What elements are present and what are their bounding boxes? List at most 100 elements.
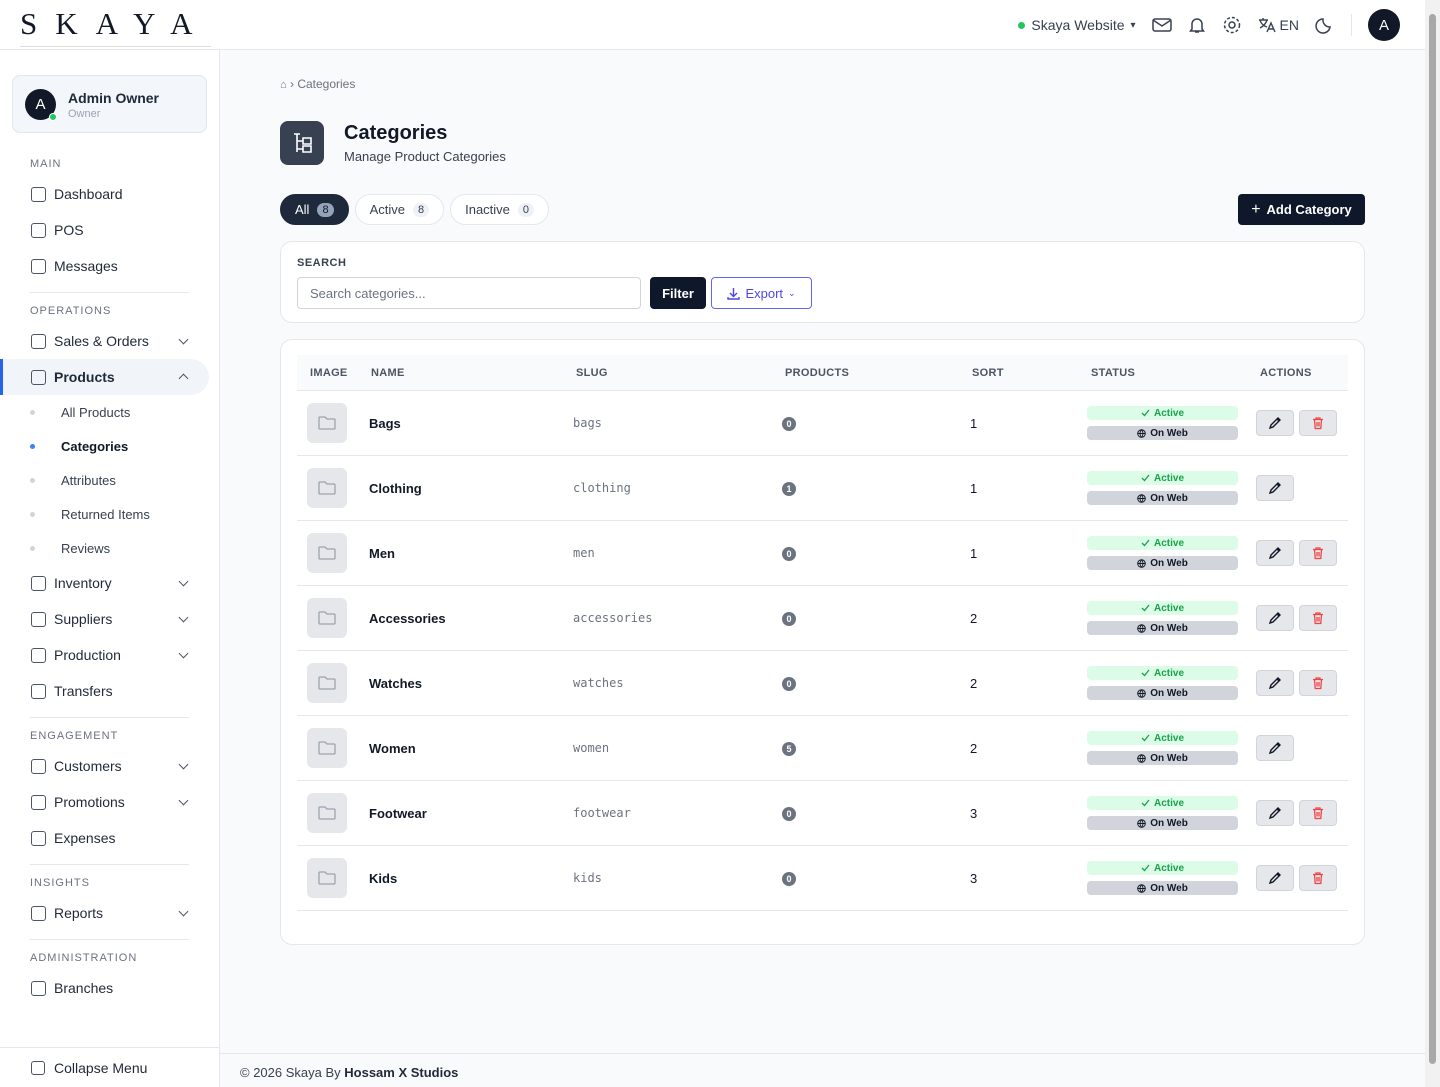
category-slug: women — [573, 741, 610, 755]
nav-subitem[interactable]: Reviews — [0, 531, 219, 565]
tab-label[interactable]: Active — [369, 202, 405, 217]
tab[interactable]: All 8 — [280, 194, 349, 225]
nav-label[interactable]: Inventory — [54, 575, 112, 591]
nav-item[interactable]: Branches — [0, 970, 219, 1006]
theme-toggle[interactable] — [1315, 15, 1335, 35]
nav-item[interactable]: Production — [0, 637, 219, 673]
divider — [30, 292, 189, 293]
nav-subitem[interactable]: Returned Items — [0, 497, 219, 531]
nav-item[interactable]: Expenses — [0, 820, 219, 856]
nav-item[interactable]: Transfers — [0, 673, 219, 709]
nav-label[interactable]: Dashboard — [54, 186, 123, 202]
nav-icon — [31, 647, 46, 663]
nav-item[interactable]: Messages — [0, 248, 219, 284]
collapse-menu[interactable]: Collapse Menu — [0, 1047, 219, 1087]
nav-label[interactable]: Production — [54, 647, 121, 663]
edit-button[interactable] — [1256, 410, 1294, 436]
tab-label[interactable]: Inactive — [465, 202, 510, 217]
settings-icon[interactable] — [1222, 15, 1242, 35]
nav-label[interactable]: Sales & Orders — [54, 333, 149, 349]
export-label[interactable]: Export — [745, 285, 784, 301]
tab[interactable]: Active 8 — [354, 194, 445, 225]
nav-subitem[interactable]: All Products — [0, 395, 219, 429]
store-name[interactable]: Skaya Website — [1031, 17, 1125, 33]
nav-item[interactable]: Dashboard — [0, 176, 219, 212]
edit-button[interactable] — [1256, 605, 1294, 631]
nav-item[interactable]: Reports — [0, 895, 219, 931]
sort-order: 3 — [970, 805, 978, 821]
tab-label[interactable]: All — [295, 202, 310, 217]
tab[interactable]: Inactive 0 — [450, 194, 550, 225]
filter-button[interactable]: Filter — [650, 277, 706, 309]
nav-item[interactable]: Products — [0, 359, 209, 395]
column-header: SORT — [972, 366, 1004, 379]
delete-button[interactable] — [1299, 540, 1337, 566]
web-label: On Web — [1150, 882, 1188, 894]
products-cell: 5 — [772, 740, 959, 756]
category-slug: watches — [573, 676, 624, 690]
nav-label[interactable]: Customers — [54, 758, 122, 774]
nav-label[interactable]: Transfers — [54, 683, 113, 699]
search-input[interactable]: Search categories... — [297, 277, 641, 309]
section-title: INSIGHTS — [30, 877, 90, 889]
thumbnail — [307, 403, 347, 443]
user-avatar[interactable]: A — [1368, 9, 1400, 41]
divider — [30, 939, 189, 940]
sort-order: 3 — [970, 870, 978, 886]
edit-button[interactable] — [1256, 540, 1294, 566]
image-cell — [297, 403, 358, 443]
edit-button[interactable] — [1256, 865, 1294, 891]
nav-item[interactable]: POS — [0, 212, 219, 248]
nav-item[interactable]: Suppliers — [0, 601, 219, 637]
nav-label[interactable]: Suppliers — [54, 611, 113, 627]
tab-count[interactable]: 8 — [412, 202, 430, 217]
language-code[interactable]: EN — [1279, 17, 1299, 33]
table-row: Footwear footwear 0 3 Active On Web — [297, 781, 1348, 846]
nav-item[interactable]: Promotions — [0, 784, 219, 820]
language[interactable]: EN — [1258, 17, 1299, 33]
nav-label[interactable]: Branches — [54, 980, 114, 996]
status-cell: Active On Web — [1078, 666, 1247, 700]
edit-button[interactable] — [1256, 670, 1294, 696]
nav-label[interactable]: Expenses — [54, 830, 116, 846]
delete-button[interactable] — [1299, 410, 1337, 436]
delete-button[interactable] — [1299, 800, 1337, 826]
nav-label[interactable]: Reports — [54, 905, 104, 921]
table-row: Kids kids 0 3 Active On Web — [297, 846, 1348, 911]
mail-icon[interactable] — [1151, 17, 1172, 33]
nav-icon — [31, 258, 46, 274]
export-button[interactable]: Export ⌄ — [711, 277, 812, 309]
nav-subitem[interactable]: Attributes — [0, 463, 219, 497]
logo[interactable]: SKAYA — [20, 6, 211, 47]
actions-cell — [1247, 605, 1348, 631]
nav-label[interactable]: Products — [54, 369, 115, 385]
status-pill: Active — [1087, 666, 1238, 680]
breadcrumb-current[interactable]: Categories — [297, 77, 356, 91]
store-switcher[interactable]: Skaya Website ▾ — [1018, 17, 1136, 33]
bell-icon[interactable] — [1188, 16, 1206, 34]
nav-item[interactable]: Inventory — [0, 565, 219, 601]
status-label: Active — [1153, 732, 1184, 744]
actions-cell — [1247, 800, 1348, 826]
user-card[interactable]: A Admin Owner Owner — [12, 75, 207, 133]
chevron — [178, 906, 189, 917]
tab-count[interactable]: 0 — [517, 202, 535, 217]
delete-button[interactable] — [1299, 865, 1337, 891]
edit-button[interactable] — [1256, 735, 1294, 761]
add-label[interactable]: Add Category — [1266, 202, 1352, 217]
tab-count[interactable]: 8 — [317, 202, 334, 217]
add-category-button[interactable]: + Add Category — [1238, 194, 1365, 225]
nav-label[interactable]: Promotions — [54, 794, 125, 810]
edit-button[interactable] — [1256, 475, 1294, 501]
footer-author[interactable]: Hossam X Studios — [344, 1065, 459, 1080]
nav-label[interactable]: POS — [54, 222, 84, 238]
nav-label[interactable]: Messages — [54, 258, 118, 274]
nav-item[interactable]: Customers — [0, 748, 219, 784]
collapse-label[interactable]: Collapse Menu — [54, 1059, 148, 1076]
delete-button[interactable] — [1299, 605, 1337, 631]
delete-button[interactable] — [1299, 670, 1337, 696]
nav-item[interactable]: Sales & Orders — [0, 323, 219, 359]
nav-subitem[interactable]: Categories — [0, 429, 219, 463]
edit-button[interactable] — [1256, 800, 1294, 826]
